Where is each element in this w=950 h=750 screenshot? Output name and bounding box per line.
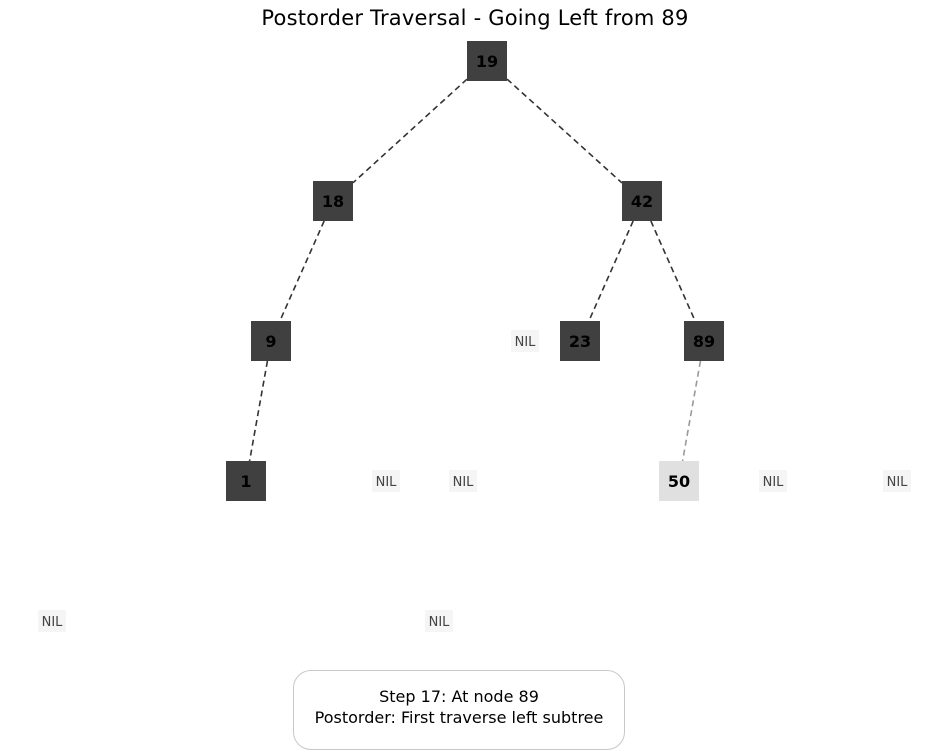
tree-node-box [313,181,353,221]
tree-node-18: 18 [313,181,353,221]
tree-node-box [622,181,662,221]
nil-marker-background [372,470,400,492]
tree-node-box [467,41,507,81]
tree-node-19: 19 [467,41,507,81]
nil-label: NIL [429,615,451,630]
tree-node-89: 89 [684,321,724,361]
step-description-line: Postorder: First traverse left subtree [314,708,604,727]
tree-node-value: 50 [668,472,690,491]
nil-label: NIL [887,475,909,490]
tree-node-value: 89 [693,332,715,351]
nil-marker-background [759,470,787,492]
tree-node-box [226,461,266,501]
nil-marker-background [425,610,453,632]
tree-node-42: 42 [622,181,662,221]
nil-marker: NIL [372,470,400,492]
edge-n9-n1 [248,360,269,462]
nil-marker: NIL [38,610,66,632]
nil-markers-layer: NIL NIL NIL NIL NIL NIL NIL [38,330,911,632]
tree-node-1: 1 [226,461,266,501]
edges-layer [248,78,702,462]
tree-node-50: 50 [659,461,699,501]
nodes-layer: 19 18 42 9 23 89 1 50 [226,41,724,501]
tree-node-value: 23 [569,332,591,351]
edge-n42-n23 [588,220,634,322]
nil-label: NIL [42,615,64,630]
tree-node-box [560,321,600,361]
edge-n18-n9 [279,220,325,322]
tree-node-box [684,321,724,361]
tree-node-9: 9 [251,321,291,361]
tree-node-box [659,461,699,501]
nil-marker: NIL [425,610,453,632]
nil-marker-background [449,470,477,492]
tree-node-box [251,321,291,361]
nil-marker: NIL [883,470,911,492]
diagram-title: Postorder Traversal - Going Left from 89 [261,6,689,30]
nil-marker-background [38,610,66,632]
edge-n19-n18 [352,78,468,184]
edge-n19-n42 [506,78,623,184]
nil-label: NIL [515,335,537,350]
nil-marker-background [883,470,911,492]
nil-marker: NIL [511,330,539,352]
step-status-box: Step 17: At node 89 Postorder: First tra… [293,670,625,750]
tree-node-value: 9 [265,332,276,351]
tree-node-value: 19 [476,52,498,71]
nil-label: NIL [763,475,785,490]
edge-n89-n50 [681,360,702,462]
edge-n42-n89 [650,220,696,322]
tree-node-value: 18 [322,192,344,211]
nil-marker-background [511,330,539,352]
step-status-line: Step 17: At node 89 [379,687,539,706]
tree-node-value: 1 [240,472,251,491]
tree-node-23: 23 [560,321,600,361]
nil-marker: NIL [759,470,787,492]
tree-node-value: 42 [631,192,653,211]
nil-label: NIL [376,475,398,490]
nil-label: NIL [453,475,475,490]
nil-marker: NIL [449,470,477,492]
